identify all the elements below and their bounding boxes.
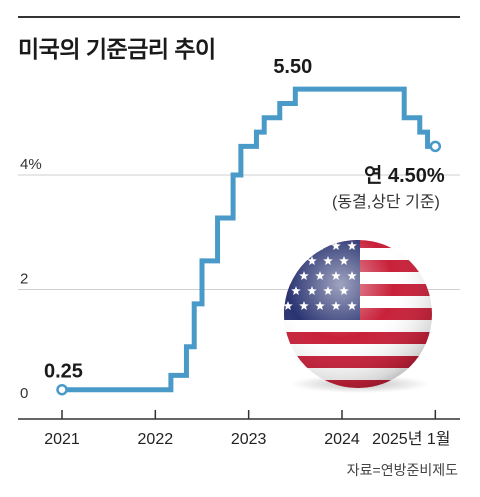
end-value-note: (동결,상단 기준) [332,193,440,211]
x-tick-label: 2023 [231,431,267,448]
x-tick-label: 2022 [138,431,174,448]
annotations: 0.25 5.50 연 4.50% (동결,상단 기준) [44,56,445,383]
top-rule [18,16,460,18]
y-tick-label: 4% [20,156,42,173]
x-axis: 2021 2022 2023 2024 2025년 1월 [18,410,460,448]
y-tick-label: 2 [20,271,28,288]
x-tick-label: 2024 [324,431,360,448]
series-line [62,86,436,393]
x-tick-label: 2021 [44,431,80,448]
start-value-label: 0.25 [44,361,83,383]
chart-title: 미국의 기준금리 추이 [18,36,216,62]
y-tick-label: 0 [20,385,28,402]
markers [56,140,442,396]
source-note: 자료=연방준비제도 [346,462,458,478]
end-marker [429,140,442,153]
peak-value-label: 5.50 [273,56,312,78]
usa-flag-icon [284,240,432,393]
y-axis: 0 2 4% [20,156,42,402]
end-value-label: 연 4.50% [364,164,445,187]
start-marker [56,383,68,396]
x-tick-label: 2025년 1월 [372,430,450,448]
